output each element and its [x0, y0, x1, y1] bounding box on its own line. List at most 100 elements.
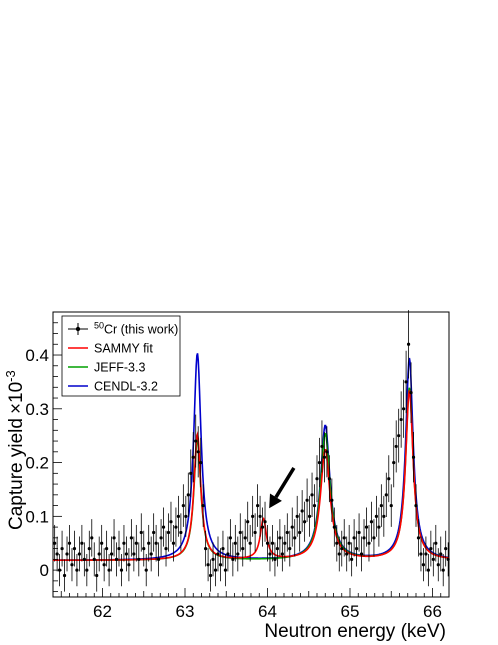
- data-point: [367, 524, 371, 562]
- data-point: [270, 524, 275, 562]
- data-point: [332, 507, 336, 547]
- data-point: [342, 519, 346, 557]
- data-point: [132, 536, 136, 572]
- data-point: [246, 501, 250, 542]
- data-point: [107, 553, 111, 587]
- x-axis: 62 63 64 65 66: [52, 588, 450, 621]
- data-point: [236, 536, 240, 572]
- data-point: [95, 559, 99, 592]
- data-point: [70, 548, 74, 582]
- data-point: [149, 536, 153, 572]
- data-point: [85, 553, 89, 587]
- data-point: [189, 449, 193, 498]
- data-point: [434, 524, 438, 562]
- data-point: [139, 513, 143, 552]
- data-point: [164, 530, 168, 567]
- data-point: [174, 507, 178, 547]
- data-point: [92, 542, 96, 577]
- data-point: [345, 536, 349, 572]
- data-point: [127, 548, 131, 582]
- data-point: [97, 536, 101, 572]
- data-point: [411, 432, 416, 483]
- data-point: [213, 553, 218, 587]
- data-point: [157, 542, 161, 577]
- data-point: [268, 536, 272, 572]
- data-point: [251, 495, 255, 537]
- data-point: [62, 559, 67, 592]
- data-point: [431, 542, 435, 577]
- data-point: [288, 530, 292, 567]
- data-point: [201, 484, 205, 527]
- data-point: [265, 524, 270, 562]
- data-point: [211, 542, 215, 577]
- data-point: [295, 495, 299, 537]
- data-point: [379, 484, 383, 527]
- data-point: [117, 530, 121, 567]
- annotation-arrow: [269, 467, 296, 509]
- y-tick-label: 0.1: [25, 507, 49, 526]
- x-tick-label: 64: [258, 602, 277, 621]
- data-point: [283, 524, 287, 562]
- data-point: [350, 542, 354, 577]
- data-point: [196, 426, 200, 478]
- data-point: [310, 472, 314, 517]
- data-point: [238, 513, 242, 552]
- data-point: [218, 548, 223, 582]
- data-point: [109, 536, 114, 572]
- data-point: [67, 524, 72, 562]
- legend-label: SAMMY fit: [94, 342, 153, 356]
- data-point: [399, 391, 403, 448]
- data-point: [377, 507, 381, 547]
- data-point: [53, 524, 57, 562]
- data-point: [191, 432, 195, 483]
- data-point: [263, 501, 267, 542]
- data-point: [312, 484, 317, 527]
- data-point: [179, 513, 183, 552]
- y-axis-title: Capture yield ×10-3: [3, 370, 27, 530]
- data-point: [231, 542, 235, 577]
- data-point: [285, 513, 289, 552]
- data-point: [359, 536, 364, 572]
- data-point: [369, 501, 374, 542]
- legend-label: 50Cr (this work): [94, 321, 178, 337]
- data-point: [194, 414, 198, 468]
- data-point: [80, 524, 84, 562]
- data-point: [147, 524, 151, 562]
- data-point: [273, 542, 277, 577]
- data-point: [159, 519, 163, 557]
- data-point: [335, 524, 339, 562]
- data-point: [357, 513, 361, 552]
- data-point: [181, 484, 185, 527]
- y-tick-label: 0.3: [25, 400, 49, 419]
- data-point: [419, 536, 423, 572]
- data-point: [152, 513, 156, 552]
- data-point: [223, 553, 228, 587]
- data-point: [228, 519, 232, 557]
- y-tick-label: 0: [40, 561, 49, 580]
- data-point: [241, 530, 245, 567]
- data-point: [416, 519, 421, 557]
- data-point: [325, 426, 329, 478]
- data-point: [119, 553, 124, 587]
- data-point: [171, 524, 176, 562]
- data-point: [322, 432, 327, 483]
- legend-entry: SAMMY fit: [68, 342, 153, 356]
- legend-entry: JEFF-3.3: [68, 361, 145, 375]
- data-point: [290, 507, 294, 547]
- data-point: [221, 530, 225, 567]
- data-point: [317, 437, 322, 488]
- data-point: [293, 519, 297, 557]
- data-point: [429, 530, 433, 567]
- data-point: [142, 530, 146, 567]
- data-point: [303, 501, 307, 542]
- data-point: [65, 536, 69, 572]
- data-point: [77, 536, 81, 572]
- data-point: [352, 519, 356, 557]
- data-point: [166, 513, 171, 552]
- data-point: [320, 420, 324, 473]
- data-point: [384, 472, 388, 517]
- x-tick-label: 63: [176, 602, 195, 621]
- data-point: [409, 362, 413, 423]
- data-point: [347, 524, 351, 562]
